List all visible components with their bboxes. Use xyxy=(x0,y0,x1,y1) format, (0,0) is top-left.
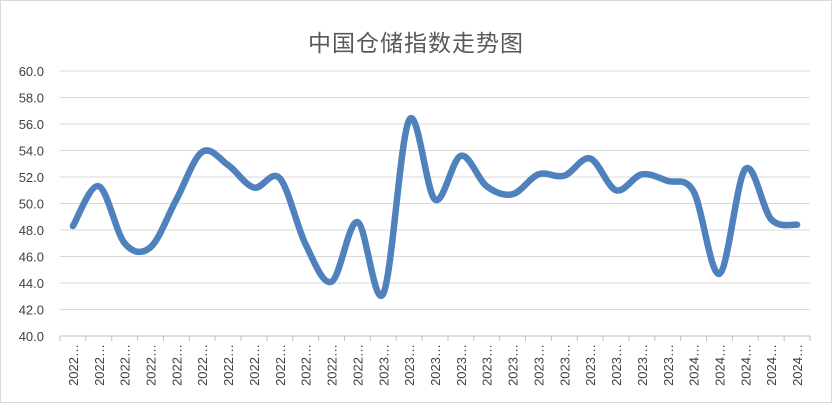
x-tick-label: 2023… xyxy=(531,344,546,386)
x-tick-label: 2022… xyxy=(118,344,133,386)
x-tick-label: 2022… xyxy=(92,344,107,386)
x-tick-label: 2022… xyxy=(247,344,262,386)
x-tick-label: 2023… xyxy=(454,344,469,386)
x-tick-label: 2022… xyxy=(325,344,340,386)
x-tick-label: 2022… xyxy=(169,344,184,386)
x-tick-label: 2022… xyxy=(144,344,159,386)
x-tick-label: 2024… xyxy=(790,344,805,386)
x-tick-label: 2023… xyxy=(583,344,598,386)
x-tick-label: 2022… xyxy=(299,344,314,386)
y-tick-label: 52.0 xyxy=(19,170,44,185)
x-tick-label: 2023… xyxy=(376,344,391,386)
x-tick-label: 2023… xyxy=(557,344,572,386)
x-tick-label: 2024… xyxy=(712,344,727,386)
x-tick-label: 2023… xyxy=(428,344,443,386)
y-tick-label: 56.0 xyxy=(19,117,44,132)
y-tick-label: 54.0 xyxy=(19,144,44,159)
y-tick-label: 44.0 xyxy=(19,276,44,291)
y-tick-label: 46.0 xyxy=(19,250,44,265)
x-tick-label: 2024… xyxy=(764,344,779,386)
x-tick-label: 2022… xyxy=(66,344,81,386)
series-line xyxy=(69,114,801,300)
y-tick-label: 60.0 xyxy=(19,64,44,79)
y-tick-label: 58.0 xyxy=(19,91,44,106)
x-tick-label: 2023… xyxy=(402,344,417,386)
x-axis-ticks: 2022… 2022… 2022… 2022… 2022… 2022… 2022… 2022…… xyxy=(66,344,805,386)
x-tick-label: 2023… xyxy=(661,344,676,386)
x-axis xyxy=(59,335,811,341)
x-tick-label: 2023… xyxy=(480,344,495,386)
x-tick-label: 2023… xyxy=(609,344,624,386)
x-tick-label: 2024… xyxy=(738,344,753,386)
gridlines xyxy=(60,70,810,310)
x-tick-label: 2022… xyxy=(273,344,288,386)
x-tick-label: 2023… xyxy=(506,344,521,386)
x-tick-label: 2022… xyxy=(195,344,210,386)
series-lines xyxy=(69,114,801,300)
y-axis-ticks: 40.0 42.0 44.0 46.0 48.0 50.0 52.0 54.0 56.0 58.0… xyxy=(19,64,44,344)
x-tick-label: 2023… xyxy=(635,344,650,386)
y-tick-label: 42.0 xyxy=(19,303,44,318)
x-tick-label: 2022… xyxy=(221,344,236,386)
y-tick-label: 40.0 xyxy=(19,329,44,344)
y-tick-label: 48.0 xyxy=(19,223,44,238)
y-tick-label: 50.0 xyxy=(19,197,44,212)
x-tick-label: 2024… xyxy=(687,344,702,386)
chart-title: 中国仓储指数走势图 xyxy=(308,31,524,57)
x-tick-label: 2022… xyxy=(350,344,365,386)
